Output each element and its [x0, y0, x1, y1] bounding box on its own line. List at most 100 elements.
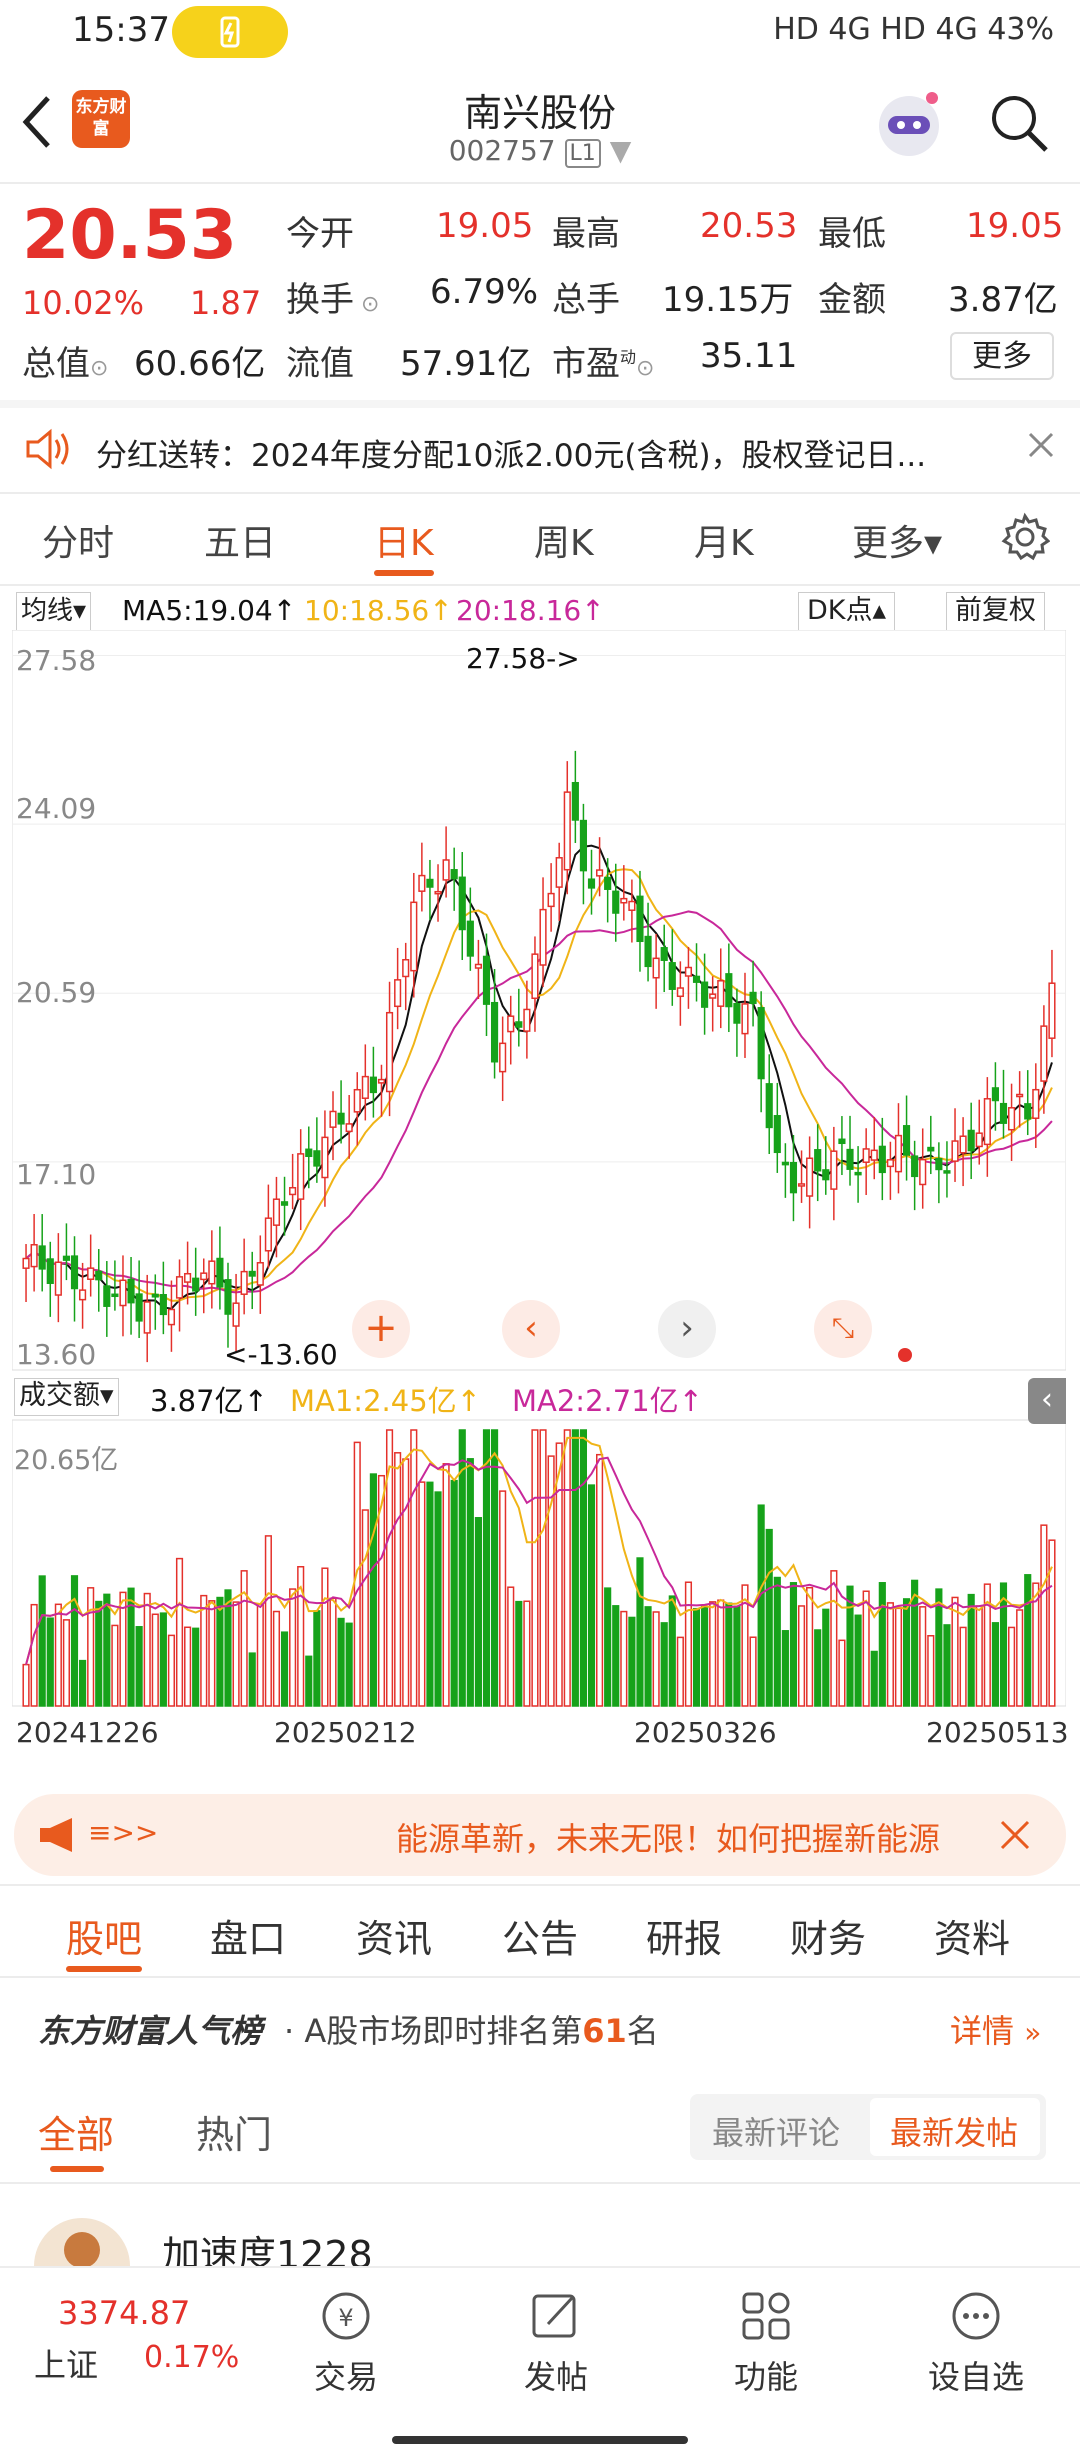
sort-latest-comment[interactable]: 最新评论	[712, 2114, 841, 2152]
volume-bar	[959, 1626, 967, 1707]
dk-point-button[interactable]: DK点▴	[798, 592, 896, 632]
candle-body	[781, 1161, 789, 1166]
price-tick: 24.09	[16, 792, 97, 825]
edit-post-icon[interactable]	[526, 2288, 586, 2344]
volume-bar	[684, 1581, 693, 1707]
tab-news[interactable]: 资讯	[356, 1917, 433, 1961]
volume-bar	[854, 1614, 862, 1707]
candle-body	[490, 1001, 499, 1063]
more-dots-icon[interactable]	[946, 2288, 1006, 2344]
tab-orderbook[interactable]: 盘口	[210, 1917, 287, 1961]
trade-icon[interactable]: ¥	[316, 2288, 376, 2344]
adjust-button[interactable]: 前复权	[946, 592, 1045, 632]
candle-body	[709, 993, 717, 999]
max-price-label: 27.58->	[466, 642, 580, 675]
volume-indicator-select[interactable]: 成交额▾	[14, 1378, 119, 1416]
volume-bar	[1048, 1539, 1056, 1707]
tab-daily-k[interactable]: 日K	[374, 523, 434, 564]
candle-body	[717, 980, 725, 1007]
index-value[interactable]: 3374.87	[58, 2294, 191, 2332]
ma-select[interactable]: 均线▾	[16, 592, 92, 632]
candle-body	[175, 1276, 184, 1299]
candle-body	[563, 791, 571, 871]
pe-label[interactable]: 市盈动⊙	[552, 344, 655, 384]
tab-intraday[interactable]: 分时	[42, 523, 115, 564]
high-label: 最高	[552, 214, 620, 254]
volume-bar	[482, 1429, 491, 1707]
open-label: 今开	[286, 214, 354, 254]
tab-five-day[interactable]: 五日	[204, 523, 277, 564]
turnover-label[interactable]: 换手 ⊙	[286, 280, 380, 320]
volume-bar	[547, 1455, 555, 1707]
fullscreen-button[interactable]: ⤡	[814, 1300, 872, 1358]
volume-bar	[846, 1585, 854, 1707]
filter-all[interactable]: 全部	[38, 2113, 115, 2157]
volume-bar	[377, 1474, 386, 1707]
volume-bar	[701, 1605, 709, 1707]
close-icon[interactable]	[1026, 430, 1056, 460]
kline-chart[interactable]: 27.58 24.09 20.59 17.10 13.60 27.58-> <-…	[11, 629, 1069, 1774]
nav-trade[interactable]: 交易	[313, 2358, 378, 2396]
candle-body	[749, 991, 757, 1005]
dividend-notice[interactable]: 分红送转：2024年度分配10派2.00元(含税)，股权登记日...	[0, 408, 1080, 492]
sort-latest-post[interactable]: 最新发帖	[890, 2114, 1019, 2152]
candle-body	[240, 1270, 248, 1295]
zoom-in-button[interactable]: +	[352, 1300, 410, 1358]
nav-watchlist[interactable]: 设自选	[927, 2358, 1024, 2396]
tab-active-indicator	[66, 1966, 142, 1972]
candle-body	[587, 878, 596, 889]
mktcap-label[interactable]: 总值⊙	[22, 344, 109, 384]
collapse-panel-button[interactable]: ‹	[1028, 1378, 1066, 1424]
candle-body	[668, 962, 676, 990]
close-icon[interactable]	[998, 1818, 1032, 1852]
candle-body	[127, 1278, 135, 1304]
change-percent: 10.02%	[22, 284, 145, 322]
candle-body	[482, 955, 491, 1005]
volume-bar	[838, 1639, 846, 1707]
candle-body	[951, 1140, 959, 1162]
candle-body	[1032, 1088, 1040, 1119]
tab-more[interactable]: 更多▾	[852, 523, 943, 564]
volume-bar	[991, 1622, 999, 1707]
user-avatar[interactable]	[30, 2214, 134, 2266]
index-percent: 0.17%	[144, 2340, 240, 2375]
volume-bar	[474, 1517, 482, 1707]
volume-bar	[709, 1601, 717, 1707]
stock-code[interactable]: 002757 L1 ▼	[448, 134, 632, 168]
promo-banner[interactable]: ≡>> 能源革新，未来无限！如何把握新能源	[14, 1794, 1066, 1876]
candle-body	[450, 869, 458, 880]
filter-hot[interactable]: 热门	[196, 2113, 273, 2157]
search-icon[interactable]	[986, 90, 1052, 156]
popularity-rank-text: · A股市场即时排名第61名	[284, 2012, 659, 2050]
popularity-detail-link[interactable]: 详情 »	[950, 2012, 1042, 2050]
tab-guba[interactable]: 股吧	[66, 1917, 143, 1961]
volume-bar	[103, 1593, 111, 1707]
volume-bar	[280, 1631, 289, 1707]
candle-body	[192, 1277, 200, 1292]
more-button[interactable]: 更多	[950, 332, 1054, 380]
candle-body	[418, 874, 426, 892]
index-name[interactable]: 上证	[34, 2346, 99, 2384]
candle-body	[135, 1293, 143, 1322]
apps-grid-icon[interactable]	[736, 2288, 796, 2344]
tab-weekly-k[interactable]: 周K	[534, 523, 594, 564]
nav-functions[interactable]: 功能	[733, 2358, 798, 2396]
tab-profile[interactable]: 资料	[934, 1917, 1011, 1961]
tab-monthly-k[interactable]: 月K	[694, 523, 754, 564]
candle-body	[644, 935, 652, 968]
candle-body	[232, 1302, 240, 1327]
divider	[0, 182, 1080, 184]
tab-research[interactable]: 研报	[646, 1917, 723, 1961]
gear-icon[interactable]	[1000, 512, 1050, 562]
tab-financials[interactable]: 财务	[790, 1917, 867, 1961]
nav-post[interactable]: 发帖	[523, 2358, 588, 2396]
tab-announcements[interactable]: 公告	[502, 1917, 579, 1961]
candle-body	[701, 981, 709, 1008]
scroll-right-button[interactable]: ›	[658, 1300, 716, 1358]
volume-value: 3.87亿↑	[150, 1384, 268, 1418]
back-icon[interactable]	[18, 92, 58, 152]
scroll-left-button[interactable]: ‹	[502, 1300, 560, 1358]
volume-bar	[919, 1606, 927, 1707]
volume-bar	[507, 1586, 515, 1707]
robot-assistant-icon[interactable]	[872, 86, 946, 160]
